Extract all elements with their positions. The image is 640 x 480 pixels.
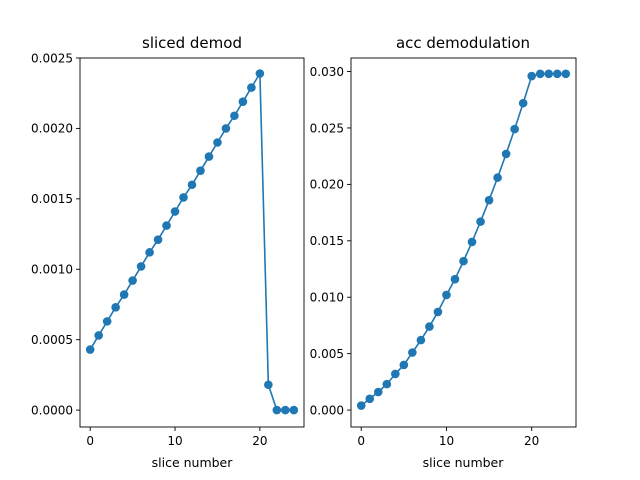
axes-frame [79,57,305,428]
y-tick-label: 0.010 [310,291,344,305]
data-point [153,235,163,244]
data-point [535,69,545,79]
data-point [501,149,511,159]
data-point [467,237,477,247]
data-point [136,262,146,271]
plot-area: 0 10 20 0.0000 0.0005 0.0010 0.0015 0.0020 0.002… [31,51,305,448]
x-tick-label: 10 [439,434,454,448]
plot-area: 0 10 20 0.000 0.005 0.010 0.015 0.020 0.025 0.030 [310,57,577,448]
y-tick-label: 0.015 [310,234,344,248]
data-point [264,380,273,390]
chart-title: sliced demod [142,34,242,52]
y-tick-label: 0.0010 [31,263,73,277]
data-point [484,195,494,205]
data-point [493,173,502,182]
data-point [94,331,103,340]
data-point [408,348,417,357]
chart-acc-demodulation: acc demodulation 0 10 20 0.000 0.005 0.010 0.0… [310,34,577,470]
x-axis-label: slice number [152,455,234,470]
data-point [425,322,434,331]
y-tick-label: 0.0015 [31,192,73,206]
chart-sliced-demod: sliced demod 0 10 20 0.0000 0.0005 0.0010 0.00… [31,34,305,470]
data-point [561,69,571,79]
data-point [179,193,188,202]
data-point [442,290,451,300]
y-tick-label: 0.0005 [31,333,73,347]
data-point [356,401,366,410]
data-point [391,369,400,379]
y-tick-label: 0.025 [310,121,344,135]
x-tick-label: 0 [357,434,365,448]
x-tick-label: 20 [252,434,267,448]
data-point [119,290,129,299]
y-tick-label: 0.005 [310,347,344,361]
data-point [187,180,197,190]
data-point [145,248,154,257]
data-point [221,124,231,133]
x-axis-label: slice number [423,455,505,470]
data-point [170,207,180,216]
x-tick-label: 10 [167,434,182,448]
data-point [450,274,460,284]
data-point [128,276,137,285]
data-point [272,405,282,415]
y-tick-label: 0.030 [310,65,344,79]
data-point [544,69,554,79]
data-point [255,69,265,78]
data-point [510,124,519,134]
data-point [527,71,536,81]
data-point [281,405,290,415]
data-point [238,97,248,106]
y-tick-label: 0.000 [310,403,344,417]
data-point [247,83,256,92]
y-tick-label: 0.0025 [31,51,73,65]
data-point [459,256,468,266]
data-point [289,405,299,415]
data-point [382,379,392,389]
chart-title: acc demodulation [396,34,530,52]
data-point [204,152,214,161]
data-point [365,394,375,404]
data-point [102,317,112,326]
y-tick-label: 0.020 [310,178,344,192]
x-tick-label: 0 [86,434,94,448]
axes-frame [350,57,577,428]
data-point [111,302,120,312]
data-point [85,345,95,354]
data-point [552,69,562,79]
data-point [518,98,528,108]
data-point [196,166,205,175]
y-tick-label: 0.0020 [31,122,73,136]
data-point [433,307,443,317]
data-point [162,221,171,230]
data-point [399,360,409,370]
data-point [476,217,485,226]
y-tick-label: 0.0000 [31,403,73,417]
data-point [416,335,426,345]
x-tick-label: 20 [524,434,539,448]
data-point [373,387,383,397]
data-point [213,138,222,147]
data-point [230,111,239,121]
